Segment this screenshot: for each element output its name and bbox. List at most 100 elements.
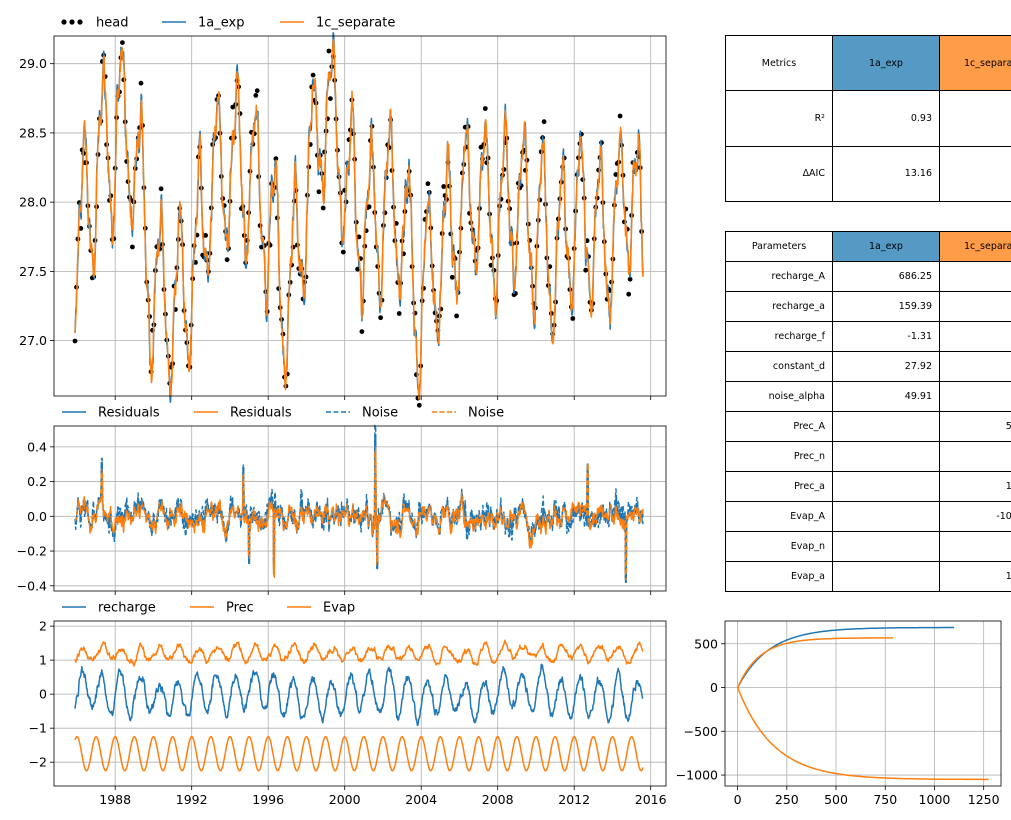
metrics-cell-0-1: 0.93 <box>832 90 940 147</box>
parameters-row-10: Evap_a 182.92 <box>725 561 1011 592</box>
head-obs-point-198 <box>356 234 362 240</box>
contributions-xtick-label-3: 2000 <box>329 792 361 807</box>
residuals-ytick-label-3: 0.2 <box>27 474 47 489</box>
step-ytick-label-1: −500 <box>684 724 718 739</box>
noise-series-1c_separate <box>74 449 644 576</box>
step-ytick-label-3: 500 <box>694 636 718 651</box>
parameters-row-9: Evap_n 1.02 <box>725 531 1011 562</box>
contributions-ytick-label-3: 1 <box>39 653 47 668</box>
contributions-legend-label-0: recharge <box>98 601 156 616</box>
step-xtick-label-2: 500 <box>824 792 848 807</box>
parameters-cell-8-1 <box>832 501 940 532</box>
parameters-cell-6-0: Prec_n <box>725 441 833 472</box>
contributions-xtick-label-7: 2016 <box>635 792 667 807</box>
parameters-cell-1-2 <box>939 291 1011 322</box>
step-series-0 <box>736 626 955 688</box>
head-legend-marker-0-1 <box>69 19 75 25</box>
parameters-header-2: 1c_separate <box>939 231 1011 262</box>
residuals-panel: −0.4 −0.2 0.0 0.2 0.4 Residuals Residuals Noise… <box>17 406 667 595</box>
metrics-header-1: 1a_exp <box>832 34 940 92</box>
head-obs-point-377 <box>613 172 619 177</box>
head-obs-point-33 <box>120 40 125 45</box>
parameters-cell-3-2: 28.41 <box>939 351 1011 382</box>
parameters-row-3: constant_d27.9228.41 <box>725 351 1011 382</box>
head-obs-point-126 <box>253 93 259 98</box>
parameters-table: Parameters1a_exp1c_separaterecharge_A686… <box>725 231 1011 592</box>
contributions-xtick-label-1: 1992 <box>176 792 208 807</box>
head-legend-label-1: 1a_exp <box>198 16 244 31</box>
parameters-cell-3-0: constant_d <box>725 351 833 382</box>
parameters-header-1: 1a_exp <box>832 231 940 262</box>
parameters-cell-10-2: 182.92 <box>939 561 1011 592</box>
parameters-cell-10-0: Evap_a <box>725 561 833 592</box>
parameters-cell-5-0: Prec_A <box>725 411 833 442</box>
parameters-cell-1-1: 159.39 <box>832 291 940 322</box>
metrics-cell-1-0: ΔAIC <box>725 145 833 202</box>
step-response-panel: −1000 −500 0 500 0 250 500 750 1000 1250 <box>676 620 1002 807</box>
parameters-cell-6-2: 1.04 <box>939 441 1011 472</box>
metrics-cell-1-2: 0.0 <box>939 145 1011 202</box>
parameters-cell-0-0: recharge_A <box>725 261 833 292</box>
residuals-ytick-label-0: −0.4 <box>17 578 47 593</box>
parameters-cell-8-0: Evap_A <box>725 501 833 532</box>
parameters-cell-1-0: recharge_a <box>725 291 833 322</box>
metrics-cell-0-0: R² <box>725 90 833 147</box>
head-ytick-label-0: 27.0 <box>19 333 47 348</box>
step-xtick-label-1: 250 <box>775 792 799 807</box>
parameters-cell-9-0: Evap_n <box>725 531 833 562</box>
head-series-1c_separate <box>74 38 644 400</box>
head-obs-point-331 <box>547 264 553 269</box>
head-obs-point-205 <box>366 204 372 210</box>
parameters-cell-0-2 <box>939 261 1011 292</box>
metrics-header-2: 1c_separate <box>939 34 1011 92</box>
metrics-table: Metrics1a_exp1c_separateR²0.930.94ΔAIC13… <box>725 34 1011 202</box>
head-ytick-label-3: 28.5 <box>19 125 47 140</box>
head-legend-label-2: 1c_separate <box>316 16 395 31</box>
head-ytick-label-1: 27.5 <box>19 264 47 279</box>
head-obs-point-4 <box>78 226 84 231</box>
head-obs-point-380 <box>617 113 623 119</box>
parameters-cell-10-1 <box>832 561 940 592</box>
residuals-legend-label-0: Residuals <box>98 406 160 421</box>
step-xtick-label-3: 750 <box>873 792 897 807</box>
contributions-series-evap <box>74 735 644 772</box>
head-obs-point-266 <box>454 313 459 319</box>
step-xtick-label-5: 1250 <box>968 792 1000 807</box>
contributions-xtick-label-0: 1988 <box>99 792 131 807</box>
parameters-cell-7-0: Prec_a <box>725 471 833 502</box>
parameters-row-0: recharge_A 686.25 <box>725 261 1011 292</box>
parameters-cell-7-1 <box>832 471 940 502</box>
contributions-legend-label-2: Evap <box>323 601 355 616</box>
head-obs-point-127 <box>254 88 260 94</box>
step-xtick-label-4: 1000 <box>919 792 951 807</box>
head-obs-point-263 <box>449 274 455 280</box>
head-obs-point-200 <box>359 329 365 334</box>
head-obs-point-327 <box>541 119 547 125</box>
head-obs-point-60 <box>158 186 164 192</box>
head-obs-point-91 <box>203 233 209 238</box>
contributions-ytick-label-0: −2 <box>29 755 47 770</box>
step-ytick-label-0: −1000 <box>676 768 718 783</box>
contributions-frame <box>53 620 667 787</box>
parameters-row-7: Prec_a 112.56 <box>725 471 1011 502</box>
contributions-ytick-label-4: 2 <box>39 619 47 634</box>
head-obs-point-187 <box>340 249 346 255</box>
parameters-cell-3-1: 27.92 <box>832 351 940 382</box>
head-obs-point-170 <box>316 189 322 195</box>
contributions-xtick-label-5: 2008 <box>482 792 514 807</box>
head-obs-point-257 <box>441 184 447 189</box>
head-obs-point-166 <box>310 72 316 78</box>
head-obs-point-0 <box>72 338 78 344</box>
contributions-xtick-label-2: 1996 <box>252 792 284 807</box>
head-obs-point-140 <box>273 156 279 162</box>
head-obs-point-173 <box>320 205 326 211</box>
head-obs-point-347 <box>570 316 576 321</box>
step-series-1 <box>736 637 894 688</box>
head-obs-point-286 <box>482 106 488 111</box>
head-legend-marker-0-0 <box>61 19 67 25</box>
parameters-cell-2-2 <box>939 321 1011 352</box>
step-xtick-label-0: 0 <box>734 792 742 807</box>
